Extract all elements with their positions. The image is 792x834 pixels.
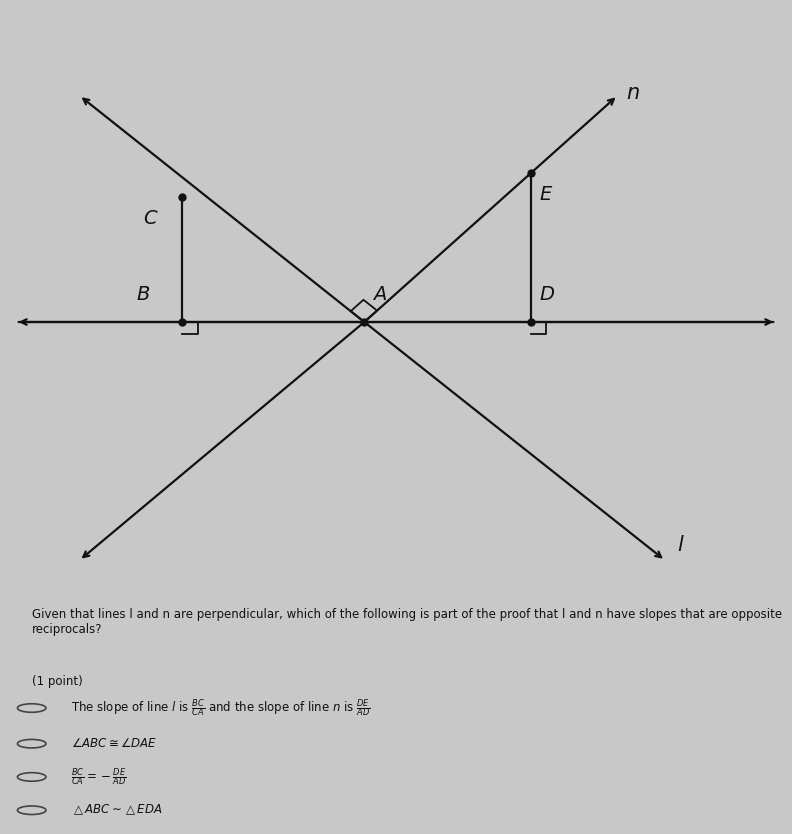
Text: $D$: $D$ bbox=[539, 285, 554, 304]
Text: $\angle ABC \cong \angle DAE$: $\angle ABC \cong \angle DAE$ bbox=[71, 737, 158, 750]
Text: Given that lines l and n are perpendicular, which of the following is part of th: Given that lines l and n are perpendicul… bbox=[32, 608, 782, 636]
Text: $E$: $E$ bbox=[539, 185, 553, 203]
Text: $l$: $l$ bbox=[677, 535, 685, 555]
Text: The slope of line $l$ is $\frac{BC}{CA}$ and the slope of line $n$ is $\frac{DE}: The slope of line $l$ is $\frac{BC}{CA}$… bbox=[71, 697, 371, 719]
Text: $\frac{BC}{CA} = -\frac{DE}{AD}$: $\frac{BC}{CA} = -\frac{DE}{AD}$ bbox=[71, 766, 127, 788]
Text: $n$: $n$ bbox=[626, 83, 639, 103]
Text: $B$: $B$ bbox=[136, 285, 150, 304]
Text: $A$: $A$ bbox=[372, 285, 387, 304]
Text: $\triangle ABC \sim \triangle EDA$: $\triangle ABC \sim \triangle EDA$ bbox=[71, 803, 163, 817]
Text: $C$: $C$ bbox=[143, 208, 158, 228]
Text: (1 point): (1 point) bbox=[32, 675, 82, 688]
